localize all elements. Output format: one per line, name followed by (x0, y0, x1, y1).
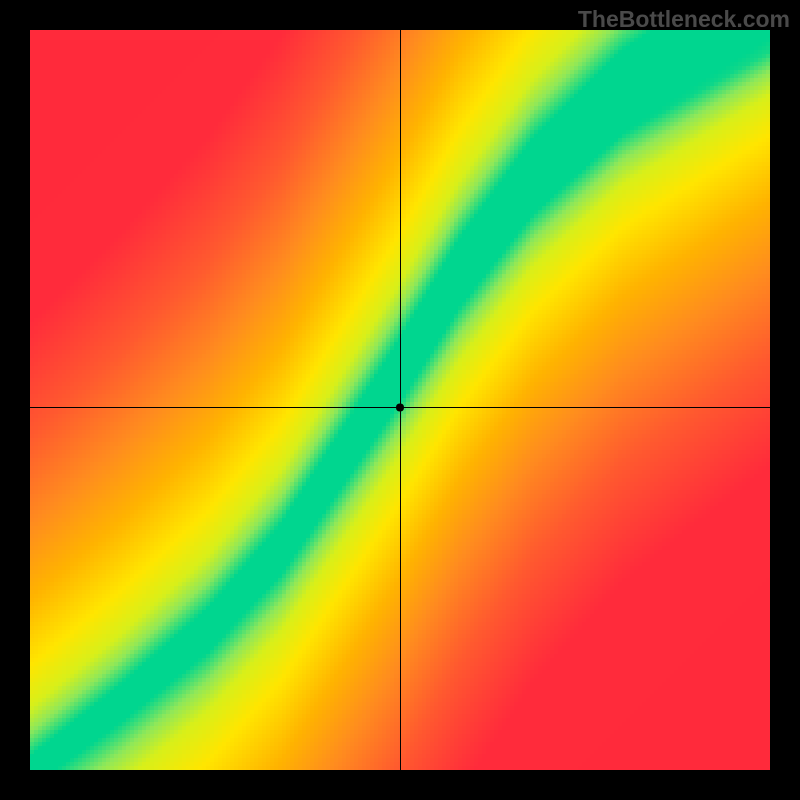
bottleneck-heatmap (30, 30, 770, 770)
watermark-text: TheBottleneck.com (578, 6, 790, 33)
chart-container: TheBottleneck.com (0, 0, 800, 800)
